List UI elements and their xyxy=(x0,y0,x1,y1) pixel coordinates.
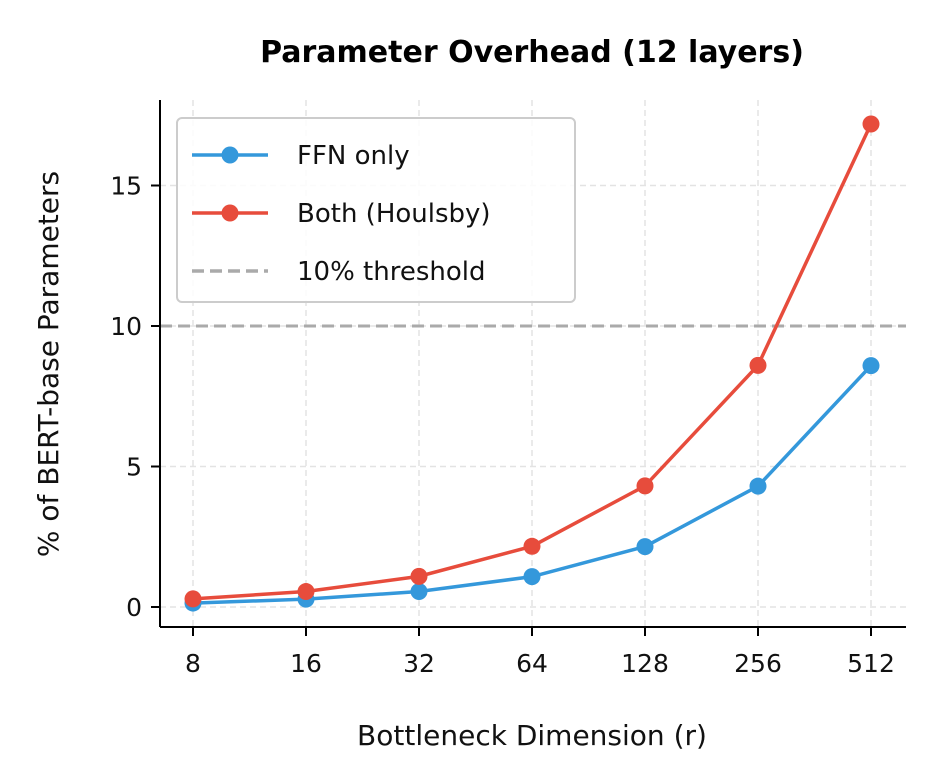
y-tick-label: 15 xyxy=(110,172,142,201)
legend-label: FFN only xyxy=(297,141,410,171)
legend-label: 10% threshold xyxy=(297,257,486,287)
legend: FFN only Both (Houlsby) 10% threshold xyxy=(176,117,576,303)
chart-title: Parameter Overhead (12 layers) xyxy=(260,35,804,70)
y-axis-label: % of BERT-base Parameters xyxy=(32,171,65,557)
data-point xyxy=(410,583,428,601)
data-point xyxy=(749,477,767,495)
data-point xyxy=(523,537,541,555)
x-tick-label: 512 xyxy=(847,649,895,678)
x-axis-label: Bottleneck Dimension (r) xyxy=(357,719,707,752)
data-point xyxy=(523,568,541,586)
x-tick-label: 8 xyxy=(185,649,201,678)
y-ticks: 0 5 10 15 xyxy=(110,172,160,622)
x-tick-label: 32 xyxy=(403,649,435,678)
data-point xyxy=(862,357,880,375)
y-tick-label: 5 xyxy=(126,453,142,482)
y-tick-label: 10 xyxy=(110,312,142,341)
x-ticks: 8 16 32 64 128 256 512 xyxy=(185,627,895,678)
data-point xyxy=(410,567,428,585)
data-point xyxy=(184,590,202,608)
x-tick-label: 16 xyxy=(290,649,322,678)
x-tick-label: 128 xyxy=(621,649,669,678)
legend-marker xyxy=(221,146,239,164)
x-tick-label: 256 xyxy=(734,649,782,678)
x-tick-label: 64 xyxy=(516,649,548,678)
data-point xyxy=(749,356,767,374)
data-point xyxy=(636,538,654,556)
series-group xyxy=(184,115,880,612)
legend-label: Both (Houlsby) xyxy=(297,199,491,229)
legend-marker xyxy=(221,204,239,222)
data-point xyxy=(297,583,315,601)
y-tick-label: 0 xyxy=(126,593,142,622)
data-point xyxy=(636,477,654,495)
data-point xyxy=(862,115,880,133)
